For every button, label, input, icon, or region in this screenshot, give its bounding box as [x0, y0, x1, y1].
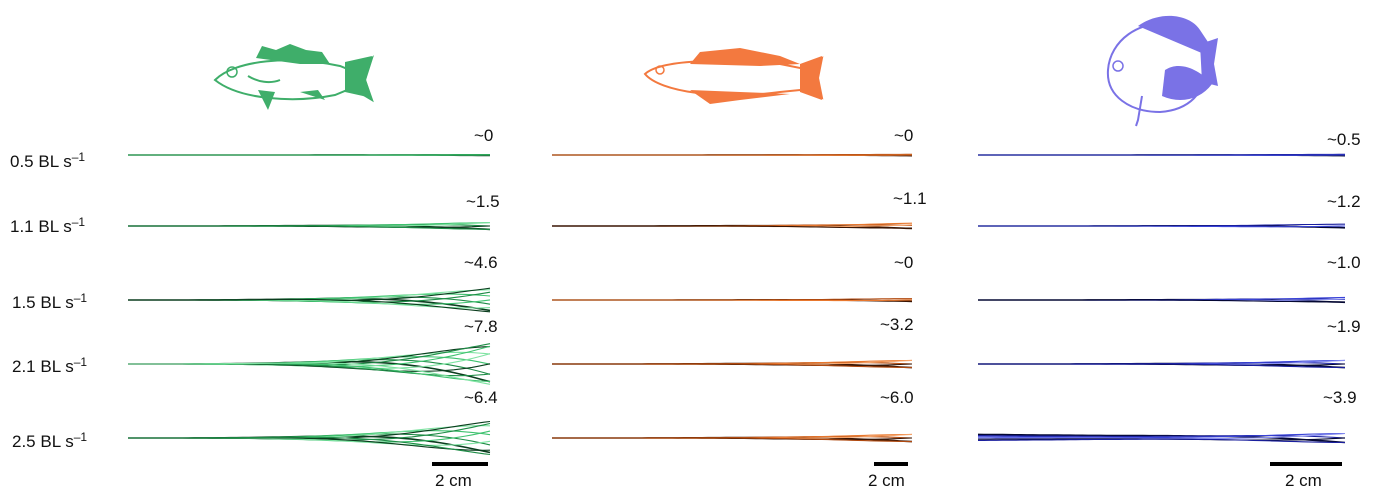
green-fish-trace-3-11	[128, 362, 491, 385]
speed-label-2: 1.5 BL s–1	[12, 291, 87, 312]
scalebar-green-label: 2 cm	[435, 471, 472, 490]
scalebar-orange: 2 cm	[868, 462, 908, 490]
speed-label-3: 2.1 BL s–1	[12, 355, 87, 376]
value-green-2: ~4.6	[464, 253, 498, 272]
blue-fish-illustration	[1106, 15, 1218, 127]
blue-fish-trace-3-5	[978, 363, 1346, 369]
green-fish-illustration	[213, 44, 374, 110]
speed-label-1: 1.1 BL s–1	[10, 215, 85, 236]
orange-fish-trace-2-2	[552, 299, 913, 302]
green-fish-trace-4-9	[128, 436, 491, 456]
speed-label-0: 0.5 BL s–1	[10, 150, 85, 171]
values-orange: ~0 ~1.1 ~0 ~3.2 ~6.0	[880, 126, 927, 407]
scalebar-orange-label: 2 cm	[868, 471, 905, 490]
value-green-1: ~1.5	[466, 192, 500, 211]
scalebar-blue-label: 2 cm	[1285, 471, 1322, 490]
value-green-4: ~6.4	[464, 388, 498, 407]
value-blue-0: ~0.5	[1327, 130, 1361, 149]
green-fish-trace-2-8	[128, 298, 491, 313]
blue-fish-trace-4-5	[978, 438, 1346, 444]
speed-label-4: 2.5 BL s–1	[12, 430, 87, 451]
value-blue-3: ~1.9	[1327, 317, 1361, 336]
orange-fish-illustration	[643, 48, 824, 104]
orange-fish-trace-1-4	[552, 225, 912, 229]
values-blue: ~0.5 ~1.2 ~1.0 ~1.9 ~3.9	[1323, 130, 1361, 407]
value-blue-4: ~3.9	[1323, 388, 1357, 407]
blue-fish-trace-1-2	[978, 225, 1346, 228]
blue-fish-trace-4-0	[977, 433, 1346, 444]
value-orange-3: ~3.2	[880, 315, 914, 334]
value-green-0: ~0	[474, 126, 493, 145]
green-fish-trace-1-5	[128, 225, 491, 230]
value-orange-1: ~1.1	[893, 189, 927, 208]
value-blue-1: ~1.2	[1327, 192, 1361, 211]
value-orange-0: ~0	[894, 126, 913, 145]
values-green: ~0 ~1.5 ~4.6 ~7.8 ~6.4	[464, 126, 500, 407]
orange-fish-trace-3-5	[552, 363, 913, 369]
speed-labels: 0.5 BL s–1 1.1 BL s–1 1.5 BL s–1 2.1 BL …	[10, 150, 87, 451]
blue-fish-trace-2-4	[978, 299, 1345, 303]
scalebar-green: 2 cm	[432, 462, 488, 490]
value-green-3: ~7.8	[464, 317, 498, 336]
scalebar-blue: 2 cm	[1270, 462, 1342, 490]
value-orange-4: ~6.0	[880, 388, 914, 407]
blue-fish-trace-4-3	[978, 432, 1346, 440]
value-orange-2: ~0	[894, 253, 913, 272]
orange-fish-trace-4-5	[552, 437, 913, 443]
blue-fish-trace-4-2	[978, 432, 1346, 438]
value-blue-2: ~1.0	[1327, 253, 1361, 272]
midline-traces	[128, 153, 1346, 456]
blue-fish-trace-4-1	[978, 435, 1346, 439]
